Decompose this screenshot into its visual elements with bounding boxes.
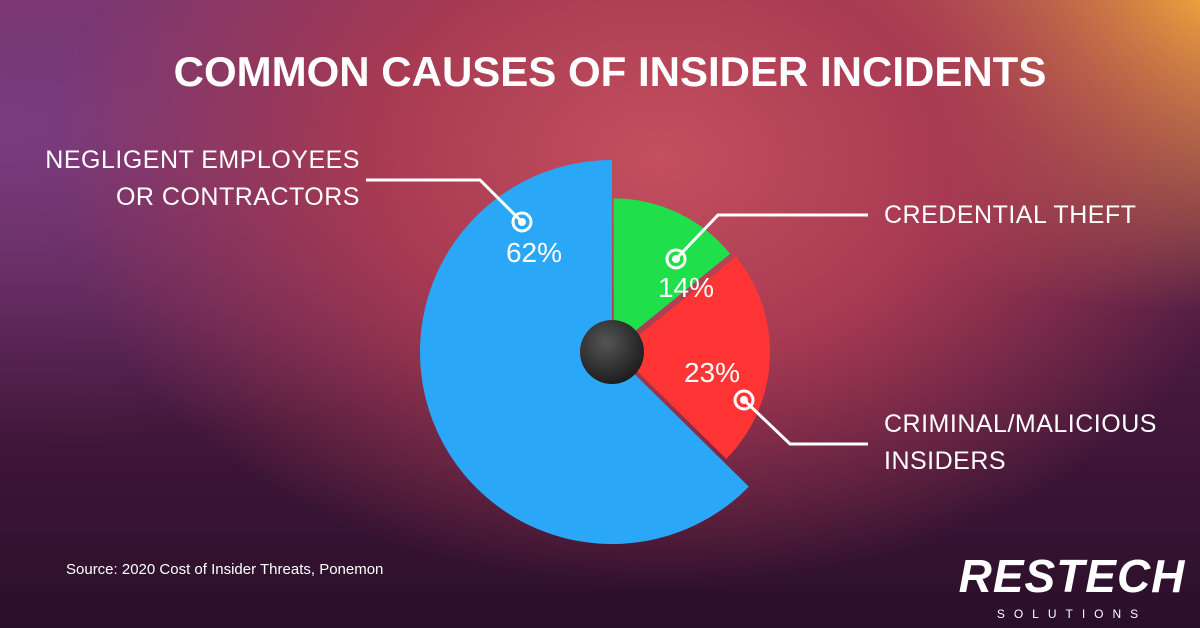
category-label: CRIMINAL/MALICIOUS INSIDERS <box>884 410 1157 475</box>
value-label: 23% <box>684 357 740 388</box>
logo-name: RESTECH <box>959 550 1186 602</box>
callout-line <box>742 398 868 446</box>
pie-slice <box>617 256 770 459</box>
value-label: 62% <box>506 237 562 268</box>
callout-dot-ring <box>665 248 687 270</box>
callout-line <box>674 213 868 261</box>
pie-slice <box>613 198 731 349</box>
callout-dot <box>672 255 680 263</box>
callout-dot <box>740 396 748 404</box>
category-label: NEGLIGENT EMPLOYEES OR CONTRACTORS <box>45 146 360 211</box>
callout-dot <box>518 218 526 226</box>
value-label: 14% <box>658 272 714 303</box>
callout-line <box>366 178 524 224</box>
category-label: CREDENTIAL THEFT <box>884 201 1137 229</box>
chart-title: COMMON CAUSES OF INSIDER INCIDENTS <box>174 48 1047 95</box>
logo-tagline: SOLUTIONS <box>997 607 1147 621</box>
source: Source: 2020 Cost of Insider Threats, Po… <box>66 561 383 578</box>
callout-dot-ring <box>733 389 755 411</box>
callout-dot-ring <box>511 211 533 233</box>
center-hole <box>580 320 644 384</box>
